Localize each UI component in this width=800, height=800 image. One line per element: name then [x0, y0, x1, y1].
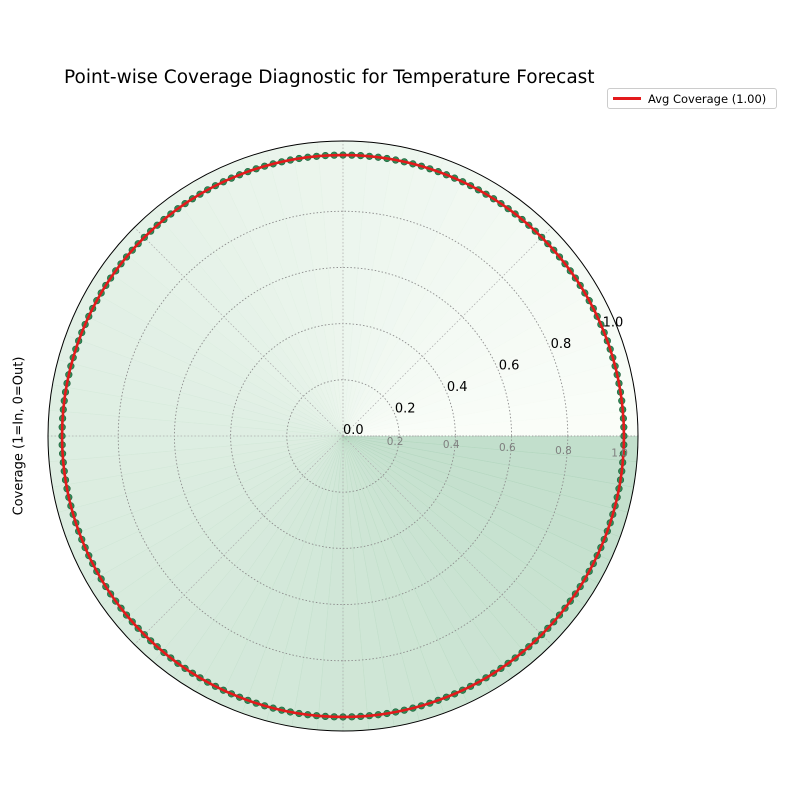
- coverage-wedge: [316, 435, 344, 731]
- grid-spoke: [134, 227, 344, 437]
- secondary-tick-label: 0.8: [555, 445, 572, 457]
- coverage-wedge: [342, 435, 370, 731]
- radial-tick-label: 0.2: [395, 401, 416, 416]
- coverage-wedge: [316, 141, 344, 437]
- radial-tick-label: 0.8: [551, 337, 572, 352]
- legend: Avg Coverage (1.00): [607, 88, 777, 109]
- coverage-wedge: [342, 409, 638, 437]
- chart-title: Point-wise Coverage Diagnostic for Tempe…: [64, 67, 595, 88]
- avg-coverage-line: [60, 153, 626, 719]
- secondary-tick-label: 0.2: [387, 436, 404, 448]
- coverage-wedge: [48, 409, 344, 437]
- legend-label: Avg Coverage (1.00): [648, 91, 767, 106]
- radial-tick-labels: 0.0 0.2 0.4 0.6 0.8 1.0 0.2 0.4 0.6 0.8 1.0: [343, 315, 628, 459]
- secondary-tick-label: 1.0: [611, 448, 628, 460]
- grid-spoke: [134, 435, 344, 645]
- radial-tick-label: 1.0: [603, 315, 624, 330]
- secondary-tick-label: 0.4: [443, 439, 460, 451]
- coverage-wedge: [342, 141, 370, 437]
- polar-frame: [47, 140, 639, 732]
- coverage-wedge: [342, 435, 638, 463]
- radial-tick-label: 0.6: [499, 358, 520, 373]
- radial-tick-label: 0.4: [447, 380, 468, 395]
- grid-spoke: [342, 435, 552, 645]
- coverage-wedge: [48, 435, 344, 463]
- secondary-tick-label: 0.6: [499, 442, 516, 454]
- grid-spoke: [342, 227, 552, 437]
- legend-line-swatch: [613, 97, 641, 100]
- series-layer: [58, 151, 628, 721]
- radial-tick-label: 0.0: [343, 423, 364, 438]
- coverage-fill-layer: [48, 141, 638, 731]
